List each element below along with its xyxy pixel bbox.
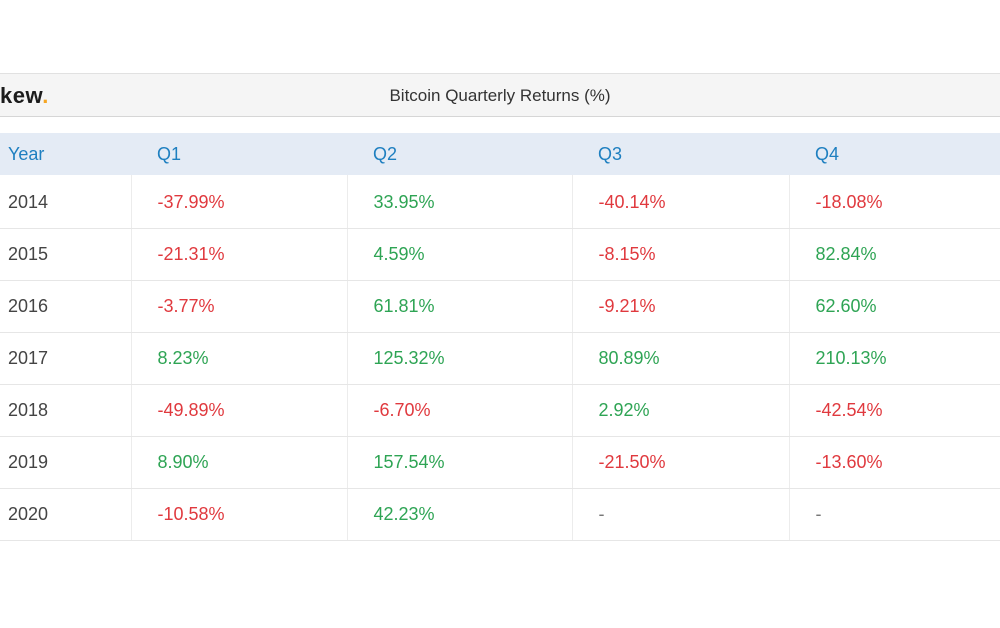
return-cell-q2: 4.59% bbox=[346, 228, 572, 281]
table-header: Year Q1 Q2 Q3 Q4 bbox=[0, 133, 1000, 175]
return-cell-q1: -49.89% bbox=[130, 384, 347, 437]
logo-dot: . bbox=[42, 83, 49, 108]
return-cell-q1: -37.99% bbox=[130, 175, 347, 229]
return-cell-q4: 62.60% bbox=[788, 280, 1000, 333]
returns-table: Year Q1 Q2 Q3 Q4 2014 -37.99% 33.95% -40.14% -18… bbox=[0, 133, 1000, 541]
return-cell-q1: -21.31% bbox=[130, 228, 347, 281]
return-cell-q3: -8.15% bbox=[571, 228, 789, 281]
year-cell: 2018 bbox=[0, 384, 131, 437]
return-cell-q3: -9.21% bbox=[571, 280, 789, 333]
return-cell-q4: 210.13% bbox=[788, 332, 1000, 385]
year-cell: 2020 bbox=[0, 488, 131, 541]
logo-text: kew bbox=[0, 83, 43, 108]
return-cell-q4: -13.60% bbox=[788, 436, 1000, 489]
year-cell: 2016 bbox=[0, 280, 131, 333]
return-cell-q3: - bbox=[571, 488, 789, 541]
logo: kew. bbox=[0, 74, 49, 118]
year-cell: 2015 bbox=[0, 228, 131, 281]
table-row: 2019 8.90% 157.54% -21.50% -13.60% bbox=[0, 436, 1000, 489]
year-cell: 2014 bbox=[0, 175, 131, 229]
return-cell-q2: 157.54% bbox=[346, 436, 572, 489]
return-cell-q3: 2.92% bbox=[571, 384, 789, 437]
column-header-year: Year bbox=[0, 133, 131, 175]
return-cell-q4: -18.08% bbox=[788, 175, 1000, 229]
return-cell-q2: 42.23% bbox=[346, 488, 572, 541]
column-header-q2: Q2 bbox=[347, 133, 572, 175]
return-cell-q4: -42.54% bbox=[788, 384, 1000, 437]
chart-title: Bitcoin Quarterly Returns (%) bbox=[389, 86, 611, 105]
returns-table-container: Year Q1 Q2 Q3 Q4 2014 -37.99% 33.95% -40.14% -18… bbox=[0, 133, 1000, 541]
table-row: 2017 8.23% 125.32% 80.89% 210.13% bbox=[0, 332, 1000, 385]
return-cell-q1: 8.90% bbox=[130, 436, 347, 489]
return-cell-q3: -40.14% bbox=[571, 175, 789, 229]
return-cell-q2: 125.32% bbox=[346, 332, 572, 385]
return-cell-q2: 61.81% bbox=[346, 280, 572, 333]
return-cell-q1: 8.23% bbox=[130, 332, 347, 385]
table-row: 2018 -49.89% -6.70% 2.92% -42.54% bbox=[0, 384, 1000, 437]
return-cell-q4: 82.84% bbox=[788, 228, 1000, 281]
table-row: 2014 -37.99% 33.95% -40.14% -18.08% bbox=[0, 175, 1000, 229]
return-cell-q3: -21.50% bbox=[571, 436, 789, 489]
return-cell-q4: - bbox=[788, 488, 1000, 541]
table-row: 2020 -10.58% 42.23% - - bbox=[0, 488, 1000, 541]
return-cell-q2: 33.95% bbox=[346, 175, 572, 229]
year-cell: 2017 bbox=[0, 332, 131, 385]
return-cell-q1: -10.58% bbox=[130, 488, 347, 541]
column-header-q1: Q1 bbox=[131, 133, 347, 175]
column-header-q3: Q3 bbox=[572, 133, 789, 175]
table-row: 2016 -3.77% 61.81% -9.21% 62.60% bbox=[0, 280, 1000, 333]
return-cell-q3: 80.89% bbox=[571, 332, 789, 385]
title-bar: kew. Bitcoin Quarterly Returns (%) bbox=[0, 73, 1000, 117]
header-row: Year Q1 Q2 Q3 Q4 bbox=[0, 133, 1000, 175]
column-header-q4: Q4 bbox=[789, 133, 1000, 175]
return-cell-q1: -3.77% bbox=[130, 280, 347, 333]
return-cell-q2: -6.70% bbox=[346, 384, 572, 437]
table-body: 2014 -37.99% 33.95% -40.14% -18.08% 2015 -21.3… bbox=[0, 175, 1000, 541]
table-row: 2015 -21.31% 4.59% -8.15% 82.84% bbox=[0, 228, 1000, 281]
year-cell: 2019 bbox=[0, 436, 131, 489]
